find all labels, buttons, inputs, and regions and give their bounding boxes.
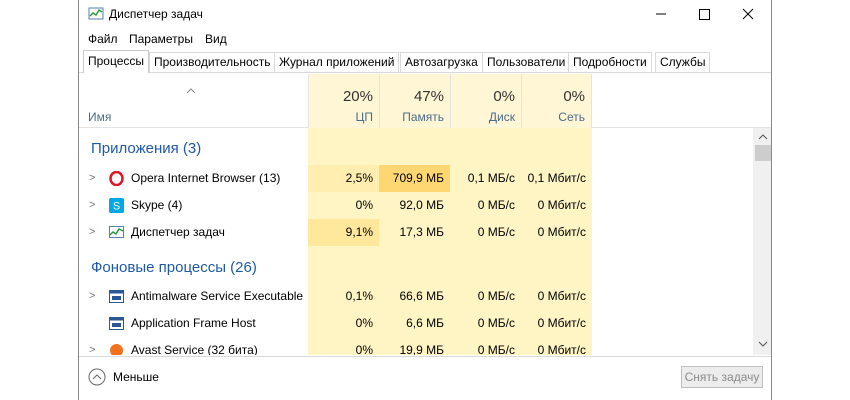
- tab[interactable]: Производительность: [149, 52, 276, 72]
- tab[interactable]: Автозагрузка: [400, 52, 483, 72]
- disk-cell: 0 МБ/с: [477, 343, 515, 355]
- column-label: Память: [402, 110, 444, 124]
- process-name: Avast Service (32 бита): [131, 343, 258, 355]
- column-percent: 0%: [563, 88, 585, 105]
- disk-cell: 0,1 МБ/с: [467, 171, 515, 185]
- menu-item[interactable]: Вид: [205, 32, 227, 46]
- disk-cell: 0 МБ/с: [477, 316, 515, 330]
- cpu-cell: 9,1%: [308, 219, 379, 246]
- process-row[interactable]: > Диспетчер задач 9,1% 17,3 МБ 0 МБ/с 0 …: [79, 219, 753, 246]
- process-name: Opera Internet Browser (13): [131, 171, 281, 185]
- network-cell: 0 Мбит/с: [537, 289, 586, 303]
- tab[interactable]: Подробности: [568, 52, 652, 72]
- memory-cell: 709,9 МБ: [379, 165, 450, 192]
- network-cell: 0 Мбит/с: [537, 316, 586, 330]
- process-row[interactable]: > Antimalware Service Executable 0,1% 66…: [79, 283, 753, 310]
- less-icon[interactable]: [88, 368, 106, 386]
- tab[interactable]: Пользователи: [482, 52, 571, 72]
- column-percent: 0%: [493, 88, 515, 105]
- process-name: Antimalware Service Executable: [131, 289, 304, 303]
- memory-cell: 19,9 МБ: [399, 343, 444, 355]
- column-percent: 20%: [342, 88, 373, 105]
- column-header[interactable]: 47% Память: [379, 74, 450, 128]
- tab[interactable]: Журнал приложений: [274, 52, 400, 72]
- network-cell: 0 Мбит/с: [537, 225, 586, 239]
- group-title[interactable]: Приложения (3): [91, 140, 202, 157]
- process-name: Диспетчер задач: [131, 225, 225, 239]
- column-label: Сеть: [558, 110, 585, 124]
- network-cell: 0,1 Мбит/с: [527, 171, 586, 185]
- cpu-cell: 0%: [355, 343, 373, 355]
- cpu-cell: 0%: [355, 198, 373, 212]
- name-header[interactable]: Имя: [88, 110, 112, 124]
- cpu-cell: 2,5%: [308, 165, 379, 192]
- svg-text:S: S: [113, 201, 120, 213]
- tab[interactable]: Службы: [655, 52, 711, 72]
- column-header[interactable]: 0% Сеть: [521, 74, 592, 128]
- memory-cell: 17,3 МБ: [399, 225, 444, 239]
- disk-cell: 0 МБ/с: [477, 198, 515, 212]
- menu-item[interactable]: Параметры: [129, 32, 193, 46]
- network-cell: 0 Мбит/с: [537, 343, 586, 355]
- tab-active[interactable]: Процессы: [83, 50, 150, 73]
- column-label: ЦП: [355, 110, 373, 124]
- disk-cell: 0 МБ/с: [477, 225, 515, 239]
- app-icon: [88, 7, 104, 20]
- table-body: Приложения (3) > Opera Internet Browser …: [79, 128, 772, 355]
- process-name: Skype (4): [131, 198, 183, 212]
- window-controls[interactable]: [649, 0, 772, 28]
- process-row[interactable]: > Opera Internet Browser (13) 2,5% 709,9…: [79, 165, 753, 192]
- column-label: Диск: [488, 110, 515, 124]
- window-title: Диспетчер задач: [109, 7, 203, 21]
- table-header: Имя 20% ЦП 47% Память 0% Диск 0% Сеть: [79, 74, 771, 128]
- column-header[interactable]: 0% Диск: [450, 74, 521, 128]
- network-cell: 0 Мбит/с: [537, 198, 586, 212]
- cpu-cell: 0,1%: [345, 289, 373, 303]
- column-header[interactable]: 20% ЦП: [308, 74, 379, 128]
- scrollbar[interactable]: [753, 128, 772, 355]
- process-row[interactable]: > Avast Service (32 бита) 0% 19,9 МБ 0 М…: [79, 337, 753, 355]
- cpu-cell: 0%: [355, 316, 373, 330]
- group-title[interactable]: Фоновые процессы (26): [91, 259, 257, 276]
- process-row[interactable]: Application Frame Host 0% 6,6 МБ 0 МБ/с …: [79, 310, 753, 337]
- less-button[interactable]: Меньше: [113, 370, 159, 384]
- process-name: Application Frame Host: [131, 316, 256, 330]
- sort-arrow: [186, 88, 196, 94]
- memory-cell: 66,6 МБ: [399, 289, 444, 303]
- process-row[interactable]: > S Skype (4) 0% 92,0 МБ 0 МБ/с 0 Мбит/с: [79, 192, 753, 219]
- menu-item[interactable]: Файл: [88, 32, 118, 46]
- memory-cell: 92,0 МБ: [399, 198, 444, 212]
- disk-cell: 0 МБ/с: [477, 289, 515, 303]
- memory-cell: 6,6 МБ: [406, 316, 444, 330]
- column-percent: 47%: [413, 88, 444, 105]
- end-task-button[interactable]: Снять задачу: [681, 366, 763, 388]
- task-manager-window: Диспетчер задач Файл Параметры Вид Проце…: [78, 0, 772, 400]
